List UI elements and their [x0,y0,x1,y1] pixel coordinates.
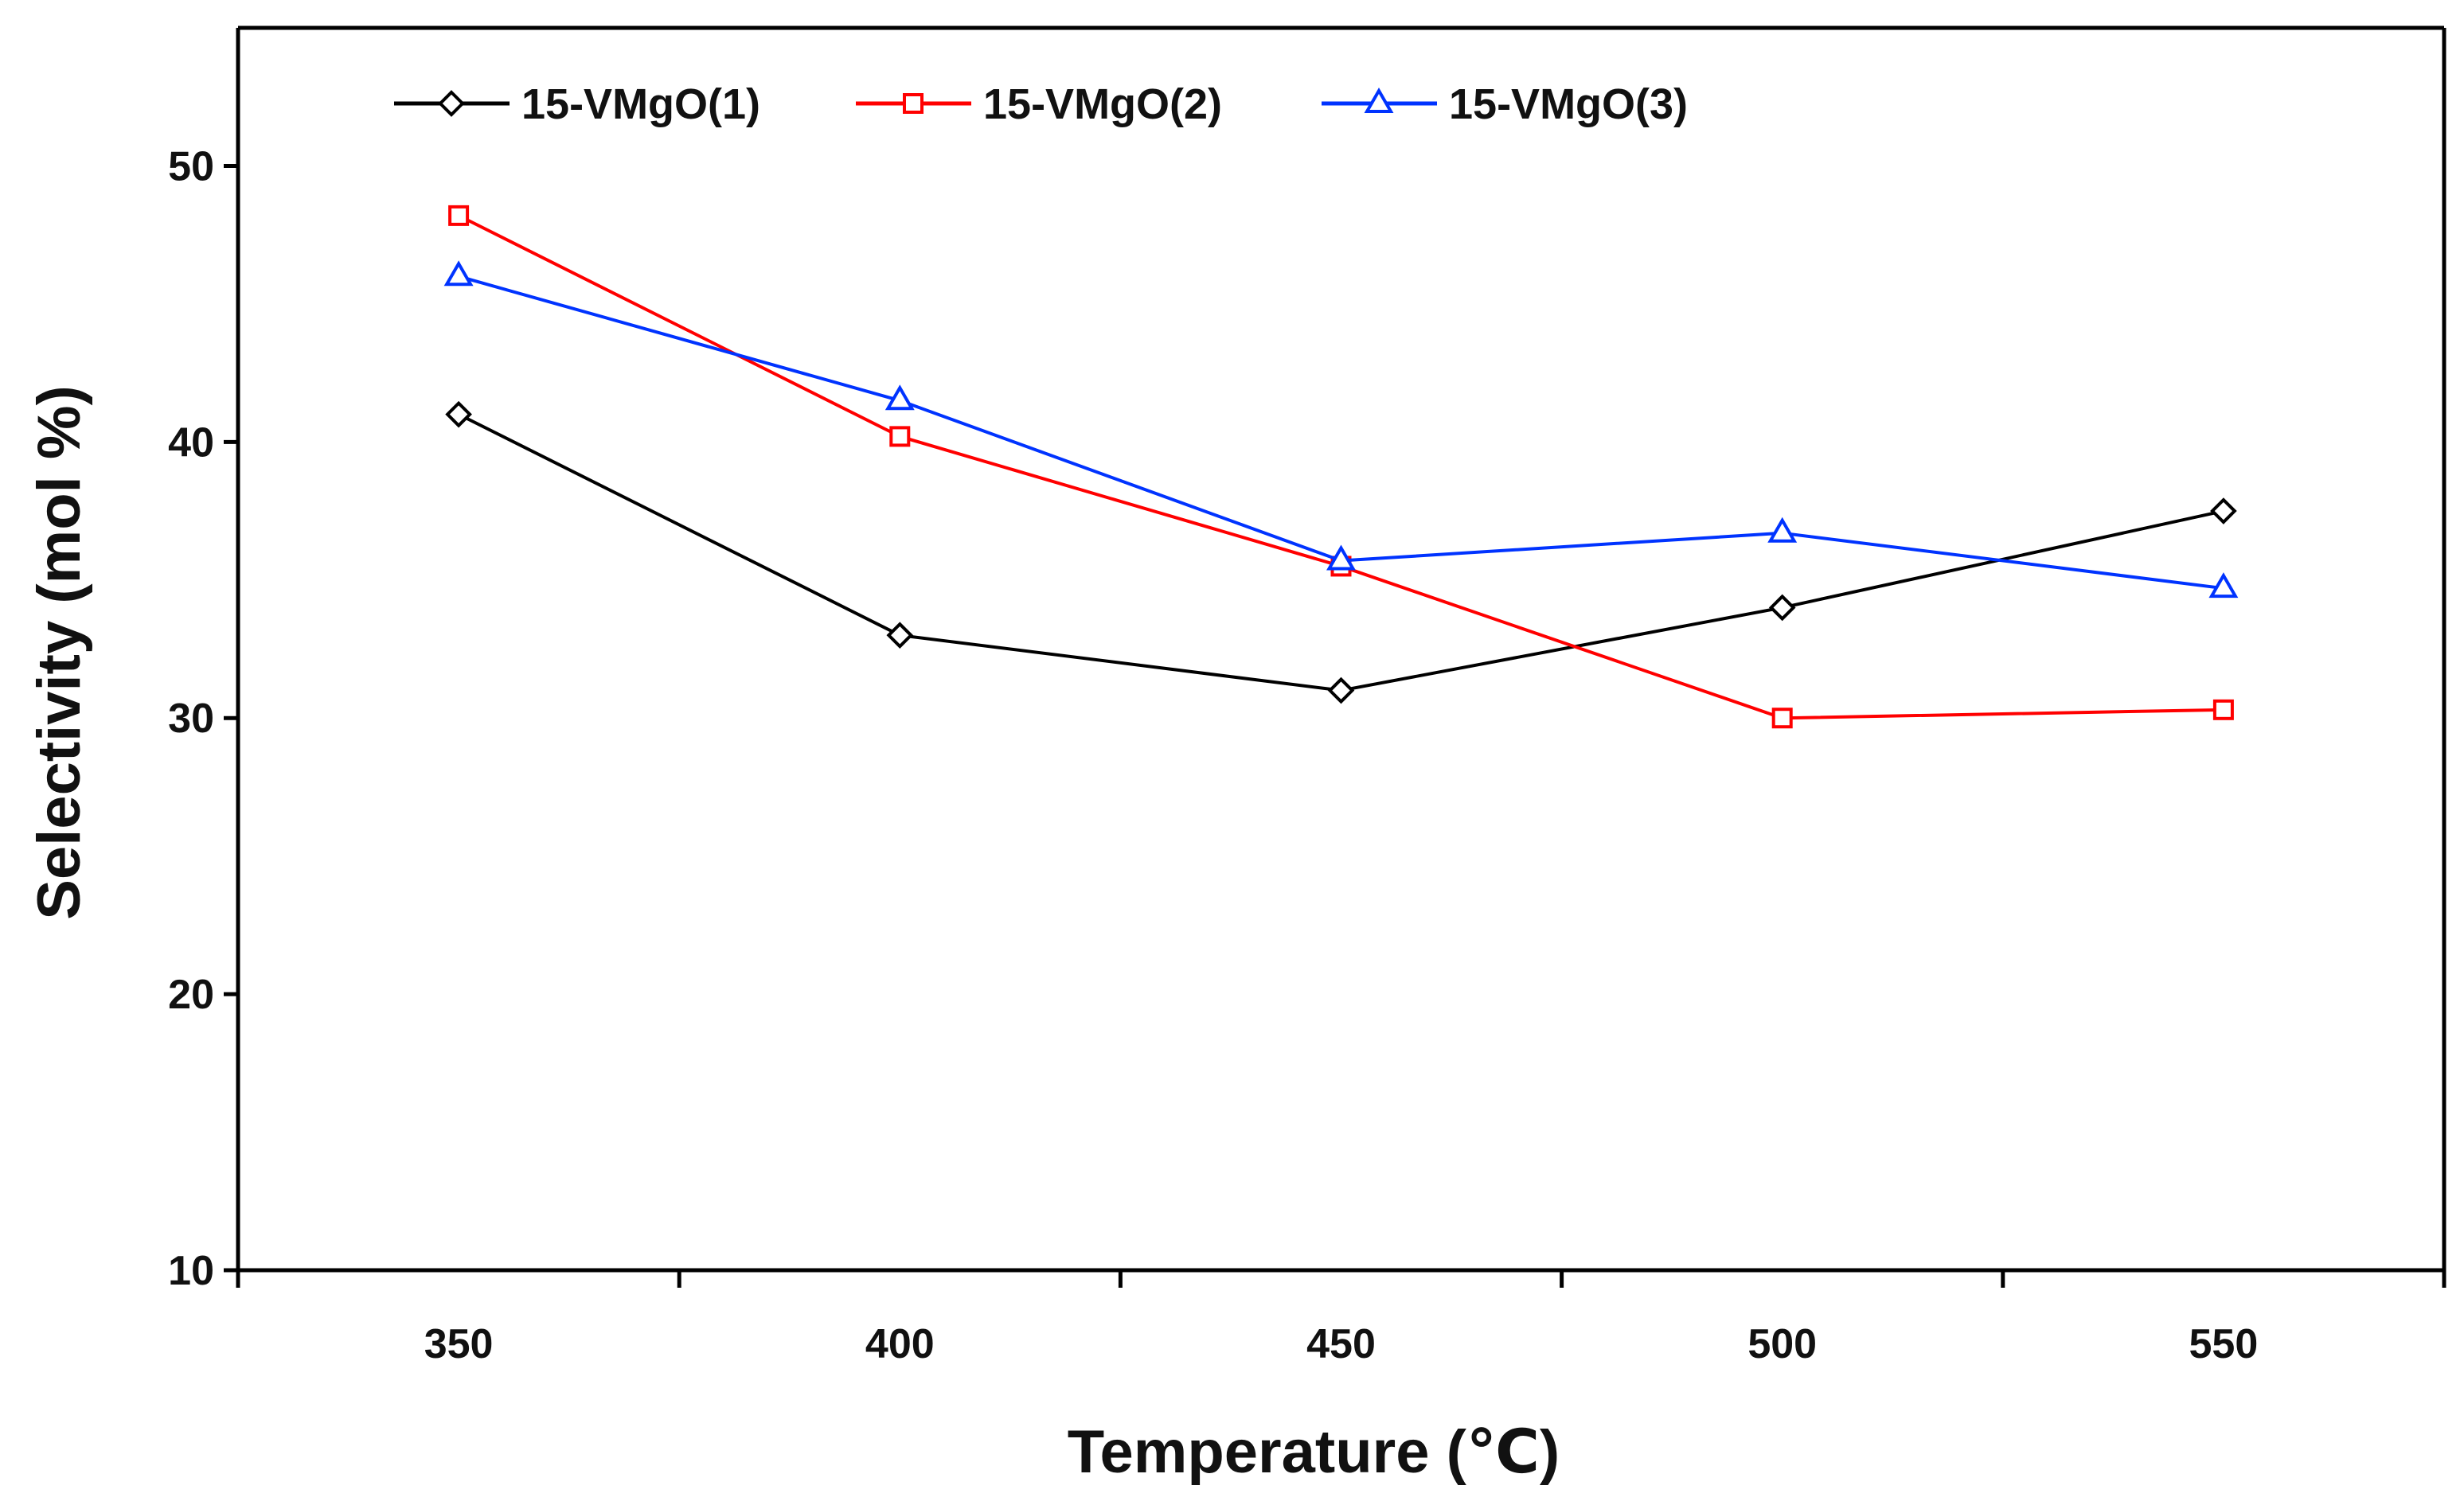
legend-item: 15-VMgO(1) [394,80,760,128]
x-tick-label: 550 [2189,1321,2259,1367]
data-point [1326,544,1356,571]
y-axis-ticks: 10 20 30 40 50 [168,143,238,1294]
legend-item: 15-VMgO(2) [856,80,1222,128]
series-3 [443,260,2239,598]
data-point [448,205,470,226]
x-tick-label: 400 [865,1321,935,1367]
data-point [1768,594,1796,622]
series-1 [445,400,2237,704]
data-point [1771,708,1793,729]
series-layer [443,205,2239,729]
x-tick-label: 500 [1747,1321,1817,1367]
x-tick-label: 350 [424,1321,494,1367]
data-point [884,384,915,411]
data-point [2210,497,2237,524]
legend-marker [1364,87,1394,113]
legend-label: 15-VMgO(3) [1449,80,1688,128]
legend-marker [903,93,924,114]
data-point [443,260,474,287]
legend-label: 15-VMgO(2) [983,80,1222,128]
x-axis-title: Temperature (℃) [1068,1418,1560,1486]
y-tick-label: 50 [168,143,214,189]
x-axis-ticks: 350 400 450 500 550 [236,1270,2446,1367]
data-point [1767,517,1798,543]
y-tick-label: 30 [168,696,214,742]
data-point [2212,699,2234,720]
y-tick-label: 40 [168,419,214,466]
legend-marker [438,90,465,117]
plot-frame [236,25,2446,1273]
y-tick-label: 10 [168,1248,214,1294]
data-point [886,622,914,649]
y-axis-title: Selectivity (mol %) [25,385,93,920]
data-point [889,426,911,447]
legend-label: 15-VMgO(1) [521,80,760,128]
data-point [1327,676,1355,704]
legend-item: 15-VMgO(3) [1322,80,1688,128]
data-point [2208,572,2239,598]
legend: 15-VMgO(1) 15-VMgO(2) 15-VMgO(3) [394,80,1688,128]
y-tick-label: 20 [168,972,214,1018]
x-tick-label: 450 [1306,1321,1376,1367]
data-point [445,400,472,428]
